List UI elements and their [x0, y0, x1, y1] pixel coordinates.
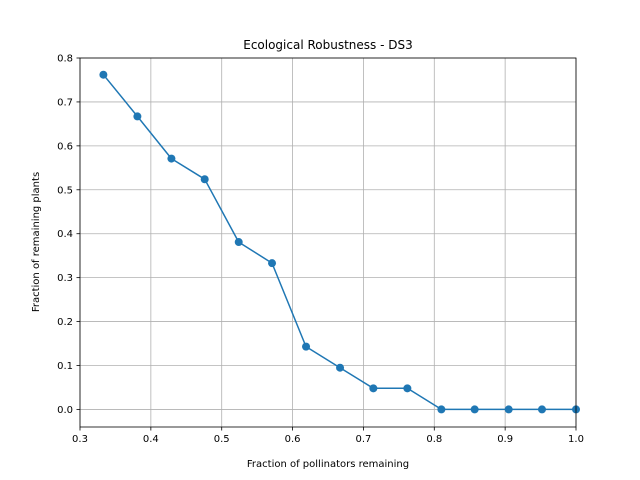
- y-tick-label: 0.6: [57, 141, 73, 152]
- y-tick-label: 0.5: [57, 185, 73, 196]
- x-tick-label: 0.6: [285, 434, 301, 445]
- y-axis-label: Fraction of remaining plants: [31, 172, 42, 312]
- x-tick-label: 0.9: [497, 434, 513, 445]
- plot-frame: [79, 57, 577, 428]
- axis-ticks: 0.3 0.4 0.5 0.6 0.7 0.8 0.9 1.0 0.0 0.1 0.2 0.3 0.4 0…: [57, 54, 584, 446]
- data-point: [99, 70, 108, 79]
- y-tick-label: 0.8: [57, 54, 73, 65]
- y-tick-label: 0.4: [57, 229, 73, 240]
- x-tick-label: 0.7: [355, 434, 371, 445]
- data-point: [470, 405, 479, 414]
- data-point: [200, 175, 209, 184]
- chart-title: Ecological Robustness - DS3: [243, 38, 413, 52]
- x-tick-label: 0.5: [214, 434, 230, 445]
- x-tick-label: 0.8: [426, 434, 442, 445]
- data-point: [234, 238, 243, 247]
- data-point: [504, 405, 513, 414]
- data-point: [369, 384, 378, 393]
- data-point: [537, 405, 546, 414]
- series-layer: [99, 70, 580, 414]
- x-tick-label: 1.0: [568, 434, 584, 445]
- data-point: [268, 259, 277, 268]
- y-tick-label: 0.3: [57, 273, 73, 284]
- x-tick-label: 0.4: [143, 434, 159, 445]
- x-tick-label: 0.3: [72, 434, 88, 445]
- y-tick-label: 0.2: [57, 317, 73, 328]
- data-point: [336, 363, 345, 372]
- y-tick-label: 0.7: [57, 97, 73, 108]
- data-point: [167, 154, 176, 163]
- data-point: [437, 405, 446, 414]
- y-tick-label: 0.1: [57, 361, 73, 372]
- x-axis-label: Fraction of pollinators remaining: [247, 459, 409, 470]
- data-point: [302, 342, 311, 351]
- data-point: [403, 384, 412, 393]
- data-point: [133, 112, 142, 121]
- y-tick-label: 0.0: [57, 405, 73, 416]
